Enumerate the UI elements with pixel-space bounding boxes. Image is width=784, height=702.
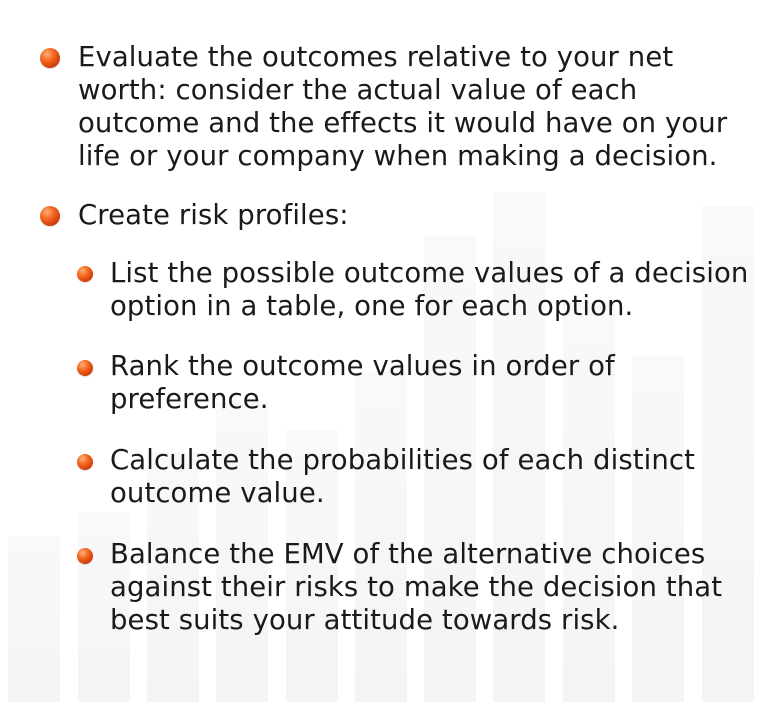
bullet-1-text: Evaluate the outcomes relative to your n… bbox=[78, 41, 728, 172]
sub-bullet-3-text: Calculate the probabilities of each dist… bbox=[110, 444, 696, 509]
sub-bullet-2-icon bbox=[77, 360, 93, 376]
sub-bullet-4-icon bbox=[77, 548, 93, 564]
bullet-2-text: Create risk profiles: bbox=[78, 199, 349, 231]
sub-bullet-1-text: List the possible outcome values of a de… bbox=[110, 257, 749, 322]
sub-bullet-3-icon bbox=[77, 454, 93, 470]
sub-bullet-2-text: Rank the outcome values in order of pref… bbox=[110, 350, 615, 415]
sub-bullet-1-icon bbox=[77, 266, 93, 282]
sub-bullet-4-text: Balance the EMV of the alternative choic… bbox=[110, 538, 723, 636]
bullet-2-icon bbox=[40, 206, 60, 226]
bullet-1-icon bbox=[40, 48, 60, 68]
